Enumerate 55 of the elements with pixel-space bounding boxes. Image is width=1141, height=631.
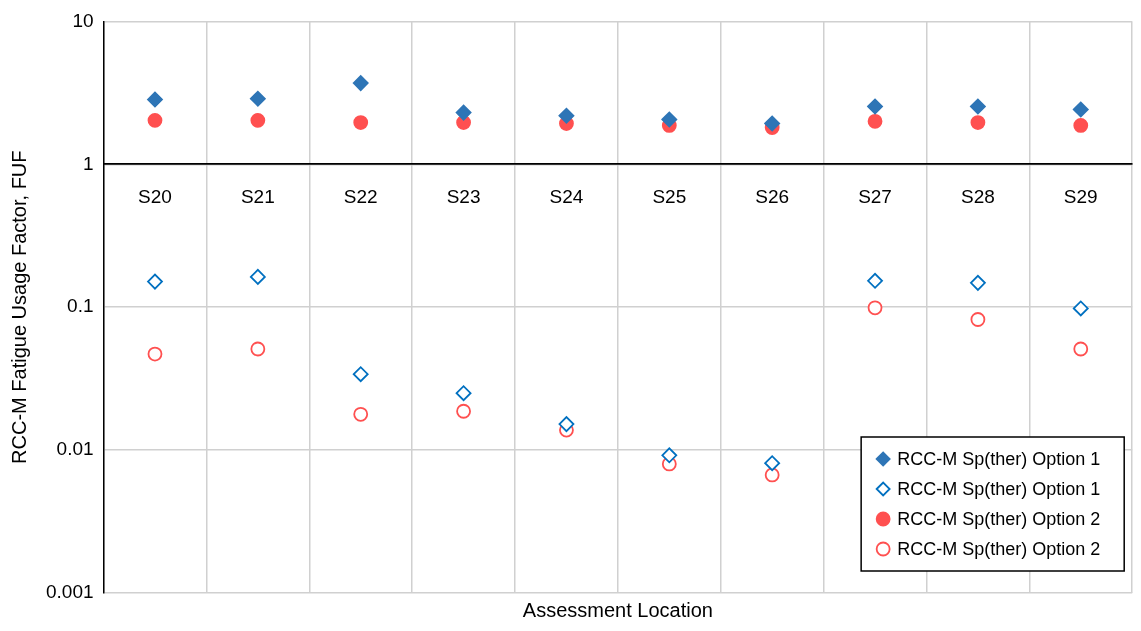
point	[867, 300, 883, 316]
point	[1072, 101, 1089, 118]
point	[455, 385, 472, 402]
point	[147, 346, 163, 362]
point	[661, 447, 678, 464]
y-tick-label: 1	[82, 152, 94, 174]
x-tick-label: S27	[858, 185, 892, 207]
point	[456, 403, 471, 419]
point	[147, 91, 163, 108]
x-tick-label: S21	[240, 185, 275, 207]
point	[250, 341, 266, 357]
point	[249, 268, 266, 285]
x-tick-label: S24	[549, 185, 584, 207]
point	[352, 366, 369, 383]
x-tick-label: S20	[138, 185, 172, 207]
point	[764, 467, 780, 483]
legend-label: RCC-M Sp(ther) Option 2	[897, 508, 1101, 529]
y-axis-title: RCC-M Fatigue Usage Factor, FUF	[7, 150, 30, 464]
legend-label: RCC-M Sp(ther) Option 1	[897, 478, 1101, 499]
legend-label: RCC-M Sp(ther) Option 1	[897, 448, 1101, 469]
x-tick-label: S23	[446, 185, 481, 207]
x-axis-title: Assessment Location	[522, 598, 713, 621]
point	[970, 312, 986, 327]
point	[867, 113, 883, 129]
point	[1073, 341, 1089, 357]
y-tick-label: 0.001	[46, 581, 94, 603]
point	[558, 416, 575, 433]
point	[353, 115, 369, 130]
y-tick-label: 0.01	[56, 438, 94, 460]
point	[455, 104, 472, 121]
point	[867, 98, 883, 115]
point	[970, 115, 986, 130]
y-tick-label: 0.1	[67, 295, 94, 317]
point	[353, 406, 369, 422]
x-tick-label: S29	[1063, 185, 1098, 207]
x-tick-label: S25	[652, 185, 687, 207]
point	[147, 273, 163, 290]
point	[352, 75, 369, 91]
point	[661, 111, 678, 128]
point	[1072, 300, 1089, 317]
x-tick-label: S28	[961, 185, 995, 207]
point	[970, 274, 986, 291]
point	[558, 107, 575, 124]
point	[970, 98, 986, 115]
point	[250, 112, 266, 128]
point	[1073, 118, 1089, 133]
point	[249, 90, 266, 107]
y-tick-label: 10	[72, 9, 94, 31]
x-tick-label: S26	[755, 185, 790, 207]
legend-label: RCC-M Sp(ther) Option 2	[897, 538, 1101, 559]
point	[147, 112, 163, 128]
point	[764, 115, 781, 132]
x-tick-label: S22	[343, 185, 378, 207]
point	[867, 272, 883, 289]
point	[764, 455, 781, 472]
